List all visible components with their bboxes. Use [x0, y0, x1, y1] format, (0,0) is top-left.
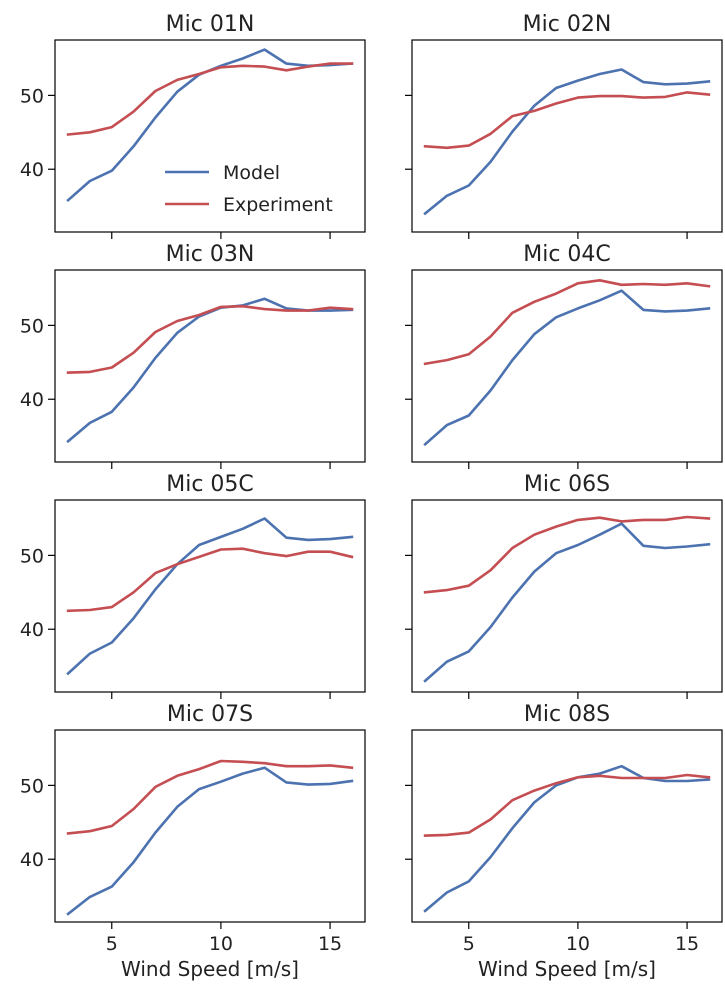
series-line-experiment — [66, 62, 354, 136]
plot-frame — [54, 499, 366, 693]
subplot-5: Mic 05C 40 50 — [20, 472, 366, 699]
series-line-model — [423, 764, 711, 913]
plot-frame — [54, 269, 366, 463]
y-tick-label: 40 — [20, 619, 44, 641]
series-line-experiment — [66, 759, 354, 835]
legend: Model Experiment — [165, 162, 333, 216]
plot-frame — [411, 39, 723, 233]
legend-label-model: Model — [223, 162, 280, 184]
y-tick-label: 50 — [20, 315, 44, 337]
series-line-model — [423, 68, 711, 216]
series-line-experiment — [423, 278, 711, 366]
x-tick-label: 10 — [566, 933, 590, 955]
subplot-title: Mic 01N — [166, 12, 255, 37]
y-tick-label: 40 — [20, 159, 44, 181]
subplot-title: Mic 03N — [166, 242, 255, 267]
subplot-title: Mic 05C — [166, 472, 254, 497]
series-line-experiment — [423, 773, 711, 837]
x-tick-label: 15 — [675, 933, 699, 955]
series-line-experiment — [423, 91, 711, 150]
x-tick-label: 5 — [463, 933, 475, 955]
subplot-3: Mic 03N 40 50 — [20, 242, 366, 469]
subplot-title: Mic 08S — [524, 702, 610, 727]
x-axis-label: Wind Speed [m/s] — [121, 957, 299, 981]
subplot-2: Mic 02N — [405, 12, 723, 239]
x-axis-label: Wind Speed [m/s] — [478, 957, 656, 981]
y-tick-label: 40 — [20, 389, 44, 411]
y-tick-label: 40 — [20, 849, 44, 871]
subplot-7: Mic 07S 5 10 15 40 50 Wind Speed [m/s] — [20, 702, 366, 981]
x-tick-label: 15 — [318, 933, 342, 955]
series-line-model — [66, 766, 354, 916]
subplot-1: Mic 01N 40 50 Model Experiment — [20, 12, 366, 239]
series-line-model — [66, 297, 354, 444]
x-tick-label: 10 — [209, 933, 233, 955]
y-tick-label: 50 — [20, 85, 44, 107]
y-tick-label: 50 — [20, 775, 44, 797]
subplot-6: Mic 06S — [405, 472, 723, 699]
subplot-title: Mic 02N — [523, 12, 612, 37]
legend-label-experiment: Experiment — [223, 194, 333, 216]
subplot-title: Mic 07S — [167, 702, 253, 727]
plot-frame — [54, 729, 366, 923]
subplot-title: Mic 06S — [524, 472, 610, 497]
series-line-model — [423, 289, 711, 447]
series-line-experiment — [66, 547, 354, 613]
subplot-4: Mic 04C — [405, 242, 723, 469]
plot-frame — [411, 729, 723, 923]
plot-frame — [411, 269, 723, 463]
series-line-model — [66, 517, 354, 676]
subplot-8: Mic 08S 5 10 15 Wind Speed [m/s] — [405, 702, 723, 981]
series-line-model — [66, 48, 354, 203]
plot-frame — [54, 39, 366, 233]
series-line-model — [423, 522, 711, 683]
y-tick-label: 50 — [20, 545, 44, 567]
subplot-title: Mic 04C — [523, 242, 611, 267]
x-tick-label: 5 — [106, 933, 118, 955]
series-line-experiment — [66, 304, 354, 374]
series-line-experiment — [423, 515, 711, 594]
plot-frame — [411, 499, 723, 693]
